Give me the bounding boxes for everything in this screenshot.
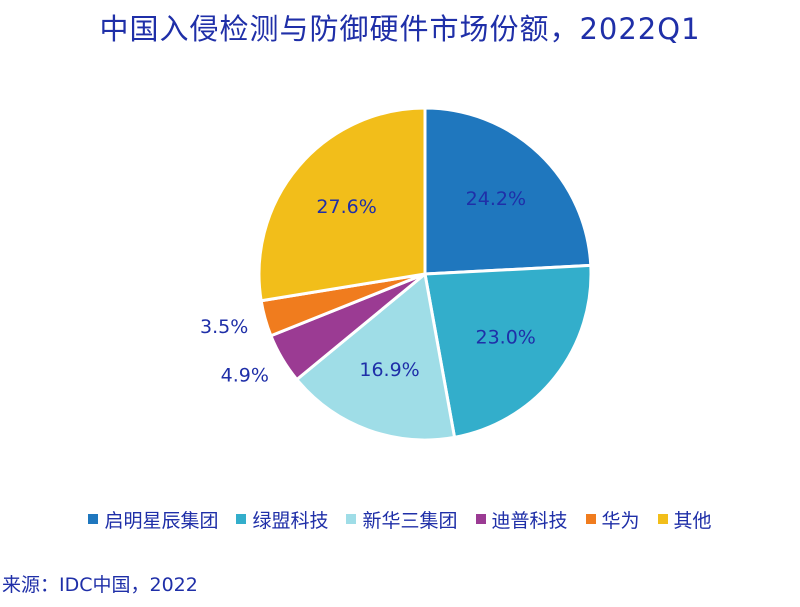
data-label-huawei: 3.5% [200, 316, 248, 338]
data-label-qiming: 24.2% [466, 188, 526, 210]
legend-swatch [475, 514, 486, 524]
legend-label: 迪普科技 [491, 509, 568, 532]
legend-label: 其他 [673, 509, 712, 532]
legend-swatch [657, 514, 668, 524]
legend-swatch [236, 514, 247, 524]
legend-swatch [585, 514, 596, 524]
data-label-dptech: 4.9% [221, 364, 269, 386]
legend-item-huawei: 华为 [585, 506, 640, 533]
slice-other [257, 106, 427, 303]
legend-swatch [88, 514, 99, 524]
source-note: 来源：IDC中国，2022 [2, 574, 198, 596]
slice-lvmeng [423, 263, 593, 439]
slice-h3c [295, 272, 457, 442]
slice-qiming [423, 106, 593, 276]
legend-label: 绿盟科技 [252, 509, 329, 532]
legend-item-lvmeng: 绿盟科技 [236, 506, 328, 533]
pie-slices [257, 106, 593, 442]
legend-label: 新华三集团 [362, 509, 458, 532]
data-label-lvmeng: 23.0% [475, 326, 535, 348]
data-label-h3c: 16.9% [359, 359, 419, 381]
legend-item-dptech: 迪普科技 [475, 506, 568, 533]
legend-label: 华为 [601, 509, 640, 532]
legend-label: 启明星辰集团 [104, 509, 219, 532]
legend: 启明星辰集团 绿盟科技 新华三集团 迪普科技 华为 其他 [0, 506, 800, 532]
legend-item-qiming: 启明星辰集团 [88, 506, 218, 533]
legend-swatch [346, 514, 357, 524]
pie-chart: 24.2% 23.0% 16.9% 4.9% 3.5% 27.6% [200, 106, 593, 442]
pie-labels: 24.2% 23.0% 16.9% 4.9% 3.5% 27.6% [200, 188, 536, 387]
legend-item-h3c: 新华三集团 [346, 506, 458, 533]
data-label-other: 27.6% [316, 196, 376, 218]
chart-title: 中国入侵检测与防御硬件市场份额，2022Q1 [99, 12, 701, 46]
legend-item-other: 其他 [657, 506, 712, 533]
